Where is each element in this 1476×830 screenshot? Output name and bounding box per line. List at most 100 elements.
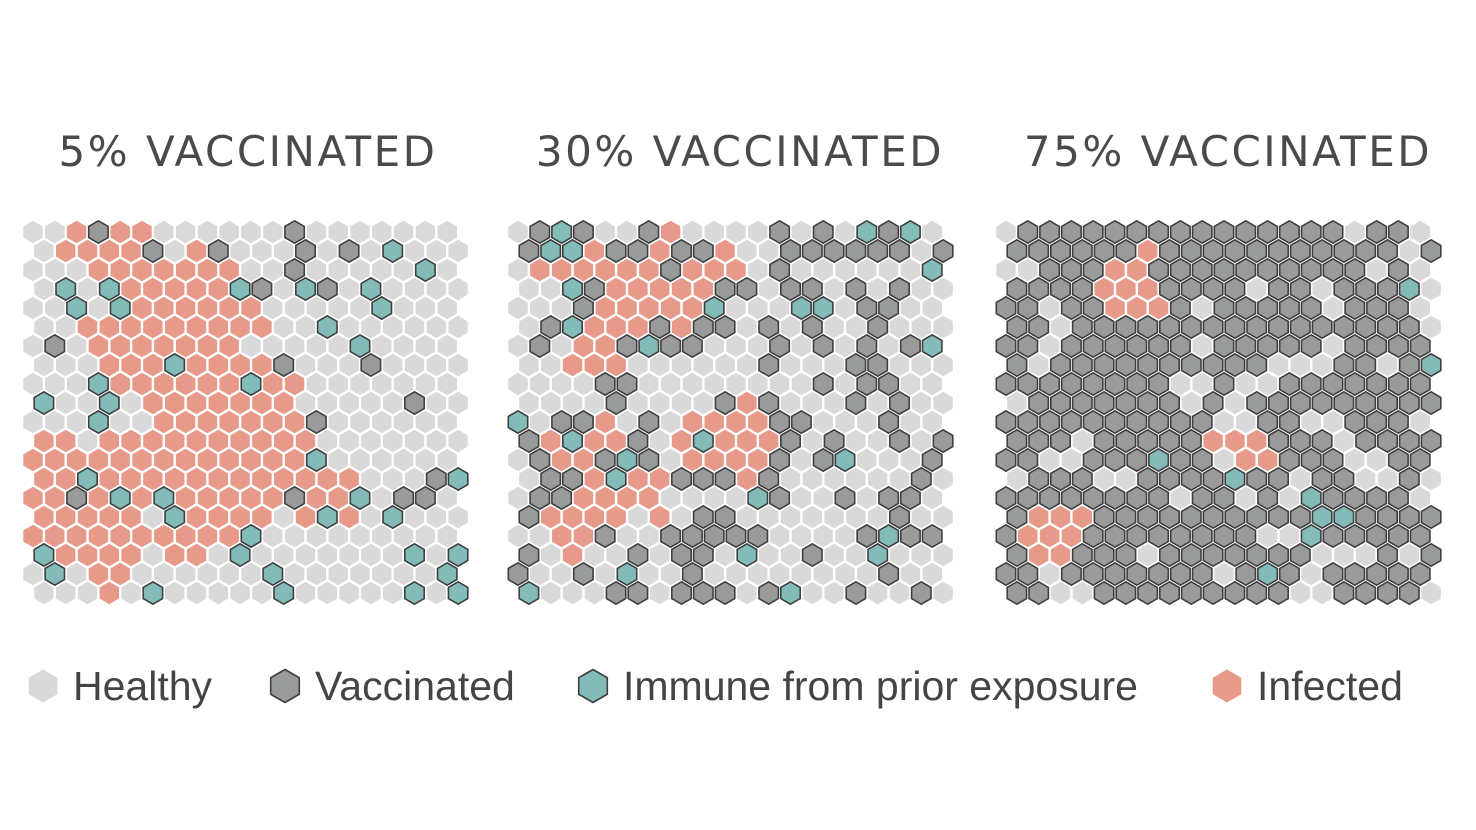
vaccinated-hex bbox=[1082, 523, 1104, 549]
healthy-hex bbox=[372, 486, 392, 510]
vaccinated-hex bbox=[1355, 277, 1377, 301]
vaccinated-hex bbox=[1409, 561, 1431, 587]
healthy-hex bbox=[889, 543, 910, 567]
healthy-hex bbox=[437, 220, 457, 244]
healthy-hex bbox=[508, 220, 528, 244]
infected-hex bbox=[748, 410, 768, 434]
vaccinated-hex bbox=[1169, 296, 1191, 320]
healthy-hex bbox=[437, 258, 457, 282]
vaccinated-hex bbox=[1246, 542, 1268, 568]
vaccinated-hex bbox=[1104, 220, 1126, 245]
healthy-hex bbox=[393, 410, 414, 434]
infected-hex bbox=[121, 353, 141, 377]
vaccinated-hex bbox=[1289, 504, 1311, 530]
healthy-hex bbox=[813, 562, 833, 586]
healthy-hex bbox=[339, 543, 359, 567]
vaccinated-hex bbox=[1191, 410, 1213, 434]
healthy-hex bbox=[911, 353, 931, 377]
vaccinated-hex bbox=[1278, 334, 1300, 358]
immune-hex bbox=[403, 580, 426, 606]
immune-hex bbox=[551, 220, 573, 245]
infected-hex bbox=[252, 315, 272, 339]
vaccinated-hex bbox=[714, 467, 736, 492]
healthy-hex bbox=[437, 372, 457, 396]
healthy-hex bbox=[748, 334, 768, 358]
healthy-hex bbox=[551, 372, 572, 396]
immune-hex bbox=[87, 372, 109, 396]
healthy-hex bbox=[350, 562, 370, 586]
infected-hex bbox=[606, 429, 626, 453]
healthy-hex bbox=[34, 277, 54, 301]
vaccinated-hex bbox=[1366, 561, 1388, 587]
healthy-hex bbox=[45, 220, 65, 244]
vaccinated-hex bbox=[995, 410, 1017, 434]
healthy-hex bbox=[165, 581, 185, 605]
immune-hex bbox=[1420, 353, 1442, 377]
vaccinated-hex bbox=[834, 485, 856, 511]
vaccinated-hex bbox=[856, 296, 878, 320]
healthy-hex bbox=[911, 543, 931, 567]
healthy-hex bbox=[230, 581, 250, 605]
infected-hex bbox=[1094, 277, 1114, 301]
infected-hex bbox=[121, 429, 141, 453]
infected-hex bbox=[219, 524, 239, 548]
infected-hex bbox=[628, 315, 648, 339]
vaccinated-hex bbox=[1137, 429, 1159, 453]
infected-hex bbox=[606, 353, 626, 377]
infected-hex bbox=[175, 296, 196, 320]
vaccinated-hex bbox=[1387, 485, 1409, 511]
healthy-hex bbox=[682, 220, 703, 244]
healthy-hex bbox=[208, 543, 228, 567]
infected-hex bbox=[121, 505, 141, 529]
infected-hex bbox=[252, 505, 272, 529]
healthy-hex bbox=[508, 334, 528, 358]
healthy-hex bbox=[933, 543, 953, 567]
vaccinated-hex bbox=[1050, 277, 1071, 301]
healthy-hex bbox=[448, 277, 468, 301]
healthy-hex bbox=[996, 258, 1016, 282]
healthy-hex bbox=[628, 391, 648, 415]
healthy-hex bbox=[23, 410, 43, 434]
vaccinated-hex bbox=[1355, 391, 1377, 415]
vaccinated-hex bbox=[1246, 238, 1268, 264]
infected-hex bbox=[252, 429, 272, 453]
healthy-hex bbox=[1421, 467, 1441, 491]
healthy-hex bbox=[1257, 524, 1278, 548]
vaccinated-hex bbox=[1006, 315, 1028, 339]
vaccinated-hex bbox=[616, 334, 638, 358]
healthy-hex bbox=[846, 505, 866, 529]
healthy-hex bbox=[328, 524, 348, 548]
vaccinated-hex bbox=[1050, 353, 1071, 377]
vaccinated-hex bbox=[1060, 410, 1082, 434]
healthy-hex bbox=[650, 581, 670, 605]
healthy-hex bbox=[813, 524, 833, 548]
healthy-hex bbox=[23, 334, 43, 358]
healthy-hex bbox=[45, 372, 65, 396]
vaccinated-hex bbox=[551, 485, 573, 511]
healthy-hex bbox=[328, 258, 348, 282]
healthy-hex bbox=[328, 334, 348, 358]
vaccinated-hex bbox=[823, 429, 845, 453]
vaccinated-hex bbox=[1267, 542, 1290, 568]
vaccinated-hex bbox=[1355, 353, 1377, 377]
vaccinated-hex bbox=[1082, 372, 1104, 396]
vaccinated-hex bbox=[812, 448, 834, 473]
healthy-hex bbox=[317, 391, 337, 415]
infected-hex bbox=[165, 315, 185, 339]
vaccinated-hex bbox=[284, 220, 306, 245]
infected-hex bbox=[530, 258, 550, 282]
healthy-hex bbox=[791, 448, 812, 472]
healthy-hex bbox=[230, 239, 250, 263]
vaccinated-hex bbox=[747, 523, 769, 549]
immune-hex bbox=[834, 448, 856, 473]
healthy-hex bbox=[1192, 372, 1212, 396]
vaccinated-hex bbox=[1366, 296, 1388, 320]
legend-item-immune: Immune from prior exposure bbox=[577, 658, 1138, 714]
vaccinated-hex bbox=[845, 391, 867, 415]
healthy-hex bbox=[306, 258, 327, 282]
hex-grid-30-percent bbox=[507, 220, 954, 606]
infected-hex bbox=[121, 239, 141, 263]
healthy-hex bbox=[415, 410, 436, 434]
healthy-hex bbox=[628, 505, 648, 529]
vaccinated-hex bbox=[1028, 391, 1050, 415]
